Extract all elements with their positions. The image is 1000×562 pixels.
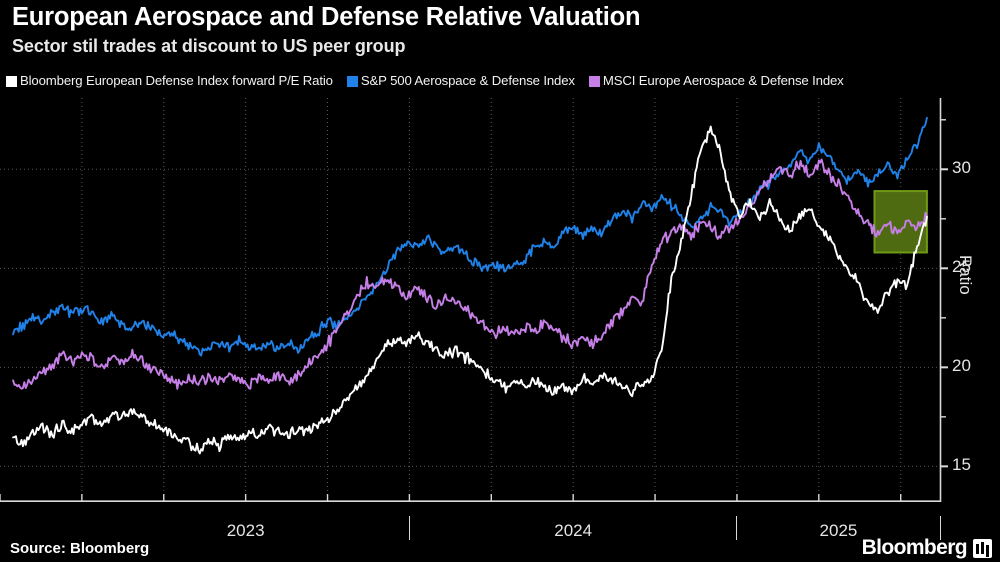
x-axis-tick-label: 2024 bbox=[554, 521, 593, 540]
legend-label: MSCI Europe Aerospace & Defense Index bbox=[602, 73, 844, 88]
legend-item-white-series[interactable]: Bloomberg European Defense Index forward… bbox=[6, 74, 333, 88]
y-axis bbox=[939, 98, 948, 502]
series-lines bbox=[12, 116, 928, 455]
chart-legend: Bloomberg European Defense Index forward… bbox=[6, 74, 858, 88]
legend-item-magenta-series[interactable]: MSCI Europe Aerospace & Defense Index bbox=[588, 73, 844, 88]
y-axis-tick-label: 30 bbox=[952, 158, 971, 178]
legend-item-blue-series[interactable]: S&P 500 Aerospace & Defense Index bbox=[346, 73, 575, 88]
x-axis-tick-label: 2023 bbox=[226, 521, 265, 540]
vertical-gridlines bbox=[81, 98, 902, 502]
series-line bbox=[12, 125, 928, 455]
legend-swatch-icon bbox=[588, 75, 600, 87]
chart-canvas bbox=[0, 98, 948, 502]
horizontal-gridlines bbox=[0, 168, 940, 467]
series-line bbox=[12, 158, 928, 390]
bloomberg-logo-icon bbox=[973, 538, 992, 558]
page-title: European Aerospace and Defense Relative … bbox=[12, 3, 641, 31]
x-axis-year-separator bbox=[736, 516, 738, 540]
x-axis-year-separator bbox=[939, 516, 941, 540]
legend-swatch-icon bbox=[346, 75, 358, 87]
bloomberg-branding: Bloomberg bbox=[862, 536, 992, 560]
legend-label: Bloomberg European Defense Index forward… bbox=[20, 73, 333, 88]
legend-swatch-icon bbox=[6, 75, 17, 87]
x-axis bbox=[0, 494, 941, 502]
page-subtitle: Sector stil trades at discount to US pee… bbox=[12, 36, 406, 56]
y-axis-tick-label: 20 bbox=[952, 356, 971, 376]
y-axis-title: Ratio bbox=[956, 255, 975, 295]
brand-label: Bloomberg bbox=[861, 536, 968, 559]
plot-area bbox=[0, 98, 1000, 502]
source-note: Source: Bloomberg bbox=[10, 540, 150, 557]
x-axis-tick-label: 2025 bbox=[819, 521, 858, 540]
y-axis-tick-label: 15 bbox=[952, 455, 971, 475]
x-axis-year-separator bbox=[408, 516, 410, 540]
series-line bbox=[12, 116, 928, 357]
y-axis-tick-label: 25 bbox=[952, 257, 971, 277]
legend-label: S&P 500 Aerospace & Defense Index bbox=[360, 73, 575, 88]
